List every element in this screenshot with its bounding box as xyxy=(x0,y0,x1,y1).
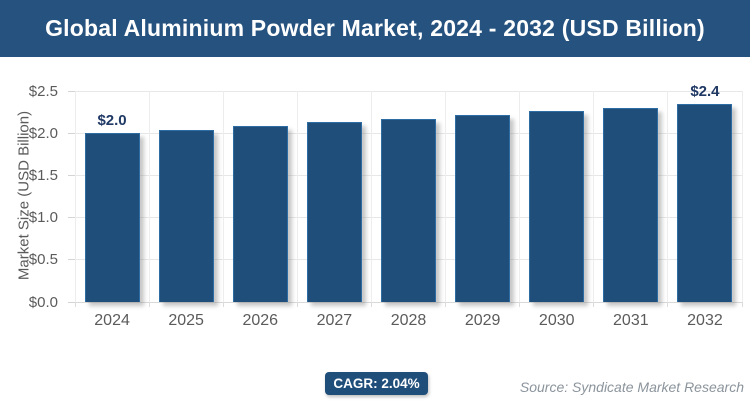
cagr-badge: CAGR: 2.04% xyxy=(325,372,428,395)
gridline-x-boundary xyxy=(222,91,224,302)
y-tick-mark xyxy=(68,259,75,261)
y-tick-label: $1.5 xyxy=(28,166,58,184)
cagr-badge-label: CAGR: 2.04% xyxy=(333,376,420,391)
bar-2027 xyxy=(306,122,362,302)
x-axis-label-2032: 2032 xyxy=(687,312,723,329)
x-axis-label-2028: 2028 xyxy=(390,312,427,329)
y-tick-label: $1.0 xyxy=(28,209,58,227)
y-tick-label: $0.5 xyxy=(28,251,58,269)
bar-2029 xyxy=(455,115,511,302)
y-tick-label: $2.0 xyxy=(28,124,58,142)
bar-2025 xyxy=(158,129,214,302)
x-tick-mark xyxy=(519,302,521,307)
x-axis-label-2024: 2024 xyxy=(94,312,130,329)
y-tick-label: $2.5 xyxy=(28,82,58,100)
y-axis-title: Market Size (USD Billion) xyxy=(15,110,33,281)
y-tick-mark xyxy=(68,217,75,219)
gridline-x-boundary xyxy=(741,91,743,302)
y-tick-mark xyxy=(68,174,75,176)
y-tick-mark xyxy=(68,301,75,303)
gridline-x-boundary xyxy=(593,91,595,302)
y-tick-mark xyxy=(68,132,75,134)
chart-title: Global Aluminium Powder Market, 2024 - 2… xyxy=(45,15,705,41)
bar-2032 xyxy=(677,103,733,302)
bar-2028 xyxy=(381,118,436,302)
x-tick-mark xyxy=(741,302,743,307)
gridline-y-$2.5 xyxy=(75,90,742,92)
bar-value-label-2024: $2.0 xyxy=(97,112,127,130)
y-tick-label: $0.0 xyxy=(28,293,58,311)
x-tick-mark xyxy=(445,302,447,307)
x-tick-mark xyxy=(667,302,669,307)
bar-2031 xyxy=(603,107,659,302)
gridline-y-$0.0 xyxy=(75,301,742,303)
x-axis-label-2030: 2030 xyxy=(538,312,575,329)
y-tick-mark xyxy=(68,90,75,92)
x-tick-mark xyxy=(370,302,372,307)
source-note: Source: Syndicate Market Research xyxy=(519,379,744,395)
x-tick-mark xyxy=(222,302,224,307)
x-axis-label-2025: 2025 xyxy=(168,312,204,329)
bar-2026 xyxy=(232,126,288,302)
x-tick-mark xyxy=(593,302,595,307)
x-axis-label-2027: 2027 xyxy=(316,312,353,329)
x-axis-label-2026: 2026 xyxy=(242,312,279,329)
x-axis-label-2031: 2031 xyxy=(613,312,649,329)
x-axis-label-2029: 2029 xyxy=(464,312,501,329)
bar-2030 xyxy=(529,111,585,302)
gridline-x-boundary xyxy=(445,91,447,302)
bar-value-label-2032: $2.4 xyxy=(690,82,720,100)
gridline-x-boundary xyxy=(667,91,669,302)
gridline-x-boundary xyxy=(296,91,298,302)
bar-2024 xyxy=(84,133,140,302)
x-tick-mark xyxy=(148,302,150,307)
plot-area: $0.0 $0.5 $1.0 $1.5 $2.0 $2.5 $2.0 2024 2025 2026… xyxy=(29,83,743,329)
gridline-x-boundary xyxy=(519,91,521,302)
gridline-x-boundary xyxy=(370,91,372,302)
chart-title-banner: Global Aluminium Powder Market, 2024 - 2… xyxy=(0,0,750,57)
bar-chart: Market Size (USD Billion) $0.0 $0.5 $1.0 $1… xyxy=(0,57,750,357)
x-tick-mark xyxy=(74,302,76,307)
gridline-x-boundary xyxy=(74,91,76,302)
gridline-x-boundary xyxy=(148,91,150,302)
x-tick-mark xyxy=(296,302,298,307)
